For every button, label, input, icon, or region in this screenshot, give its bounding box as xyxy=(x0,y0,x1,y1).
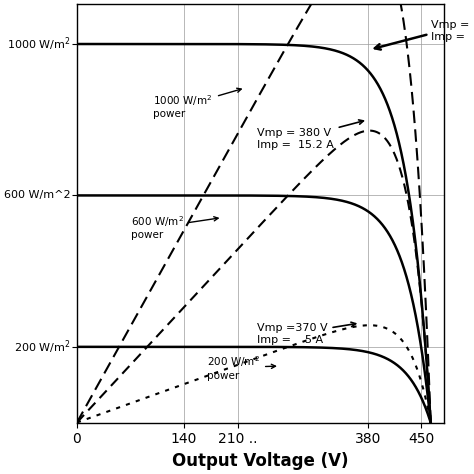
Text: 600 W/m$^2$
power: 600 W/m$^2$ power xyxy=(130,214,218,240)
Text: Vmp =370 V
Imp =    5 A: Vmp =370 V Imp = 5 A xyxy=(257,322,356,345)
Text: 200 W/m$^2$: 200 W/m$^2$ xyxy=(14,338,71,356)
Text: 200 W/m$^2$
power: 200 W/m$^2$ power xyxy=(207,354,275,381)
Text: 600 W/m^2: 600 W/m^2 xyxy=(4,191,71,201)
Text: 1000 W/m$^2$: 1000 W/m$^2$ xyxy=(7,35,71,53)
Text: 1000 W/m$^2$
power: 1000 W/m$^2$ power xyxy=(154,88,241,119)
Text: Vmp = 380 V
Imp =  15.2 A: Vmp = 380 V Imp = 15.2 A xyxy=(257,120,364,150)
Text: Vmp =
Imp =: Vmp = Imp = xyxy=(431,20,470,42)
X-axis label: Output Voltage (V): Output Voltage (V) xyxy=(173,452,349,470)
